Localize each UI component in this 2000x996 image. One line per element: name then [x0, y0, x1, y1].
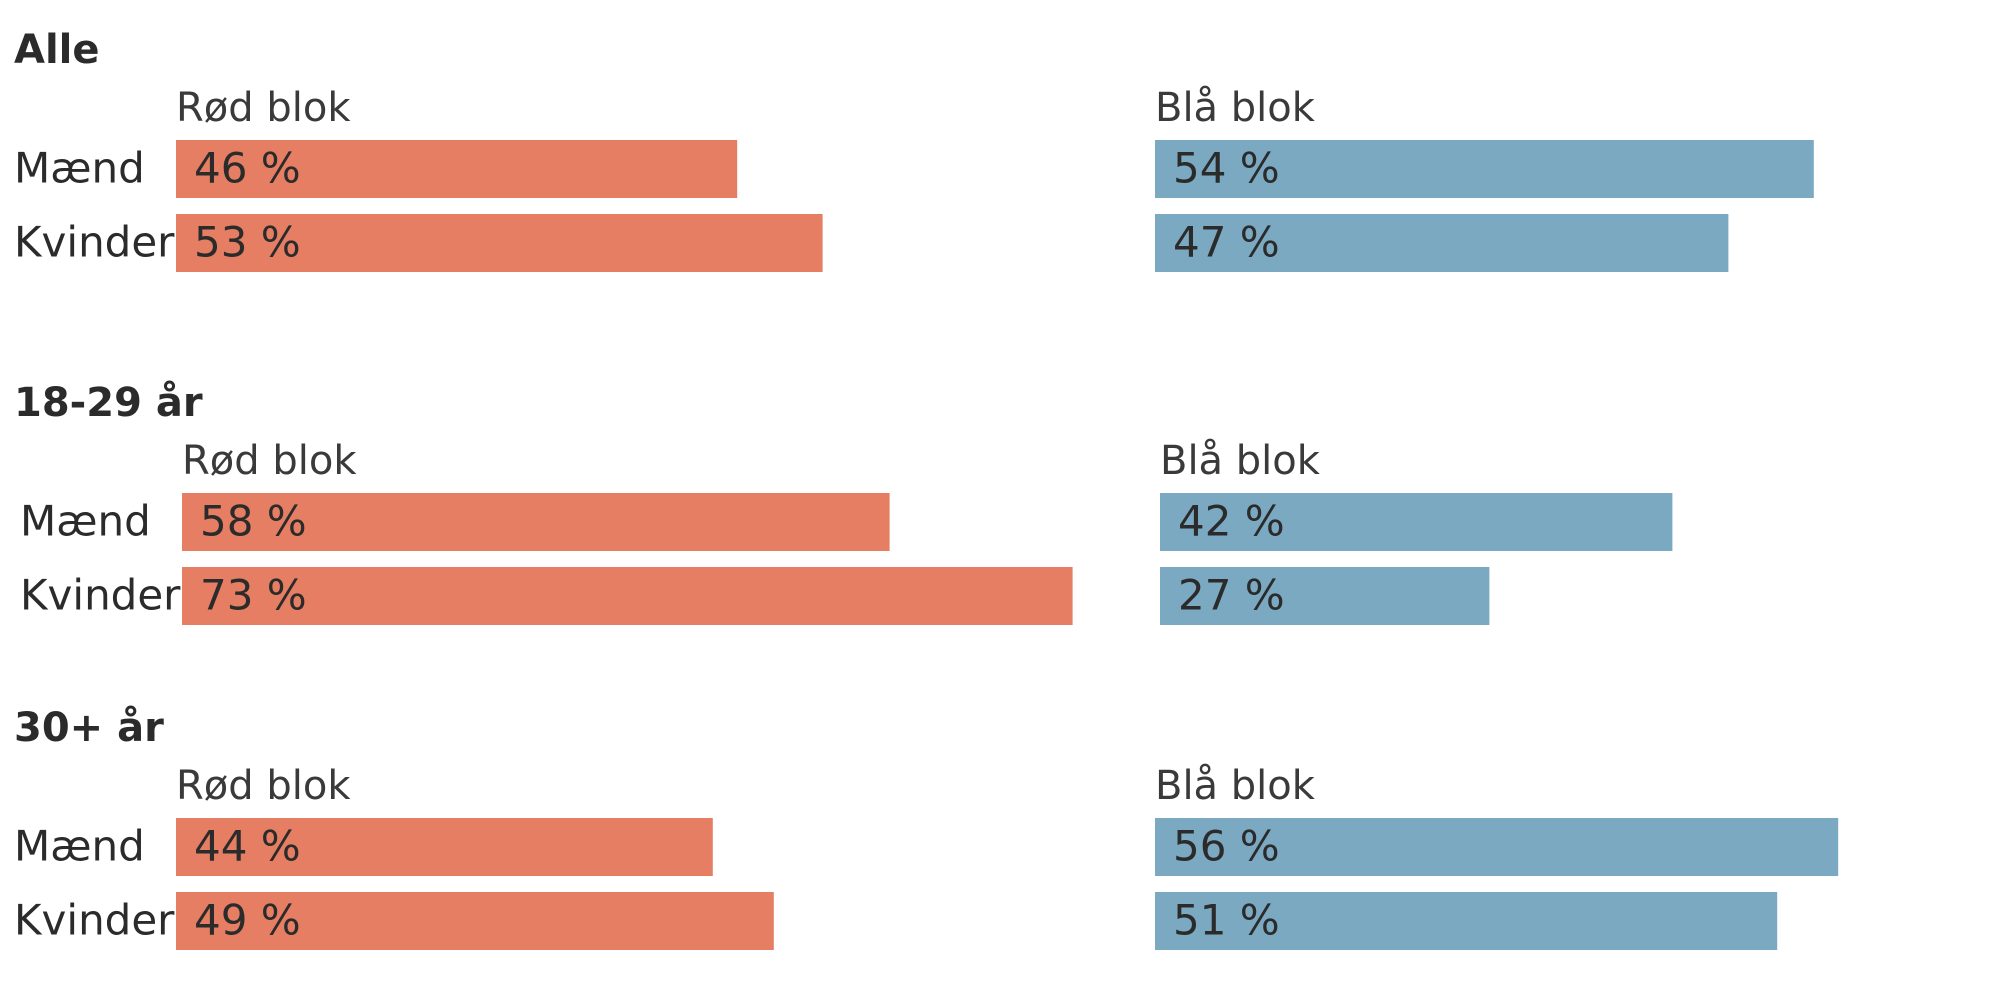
red-value-label: 44 %: [194, 822, 301, 871]
blue-value-label: 51 %: [1173, 896, 1280, 945]
blue-bar: [1155, 214, 1729, 272]
red-bar: [176, 140, 738, 198]
red-bar: [176, 214, 823, 272]
blue-block-label: Blå blok: [1160, 438, 1321, 484]
group-title: 18-29 år: [14, 379, 203, 426]
group-title: Alle: [14, 27, 100, 73]
blue-bar: [1155, 892, 1778, 950]
red-value-label: 53 %: [194, 218, 301, 267]
row-label: Mænd: [14, 822, 145, 871]
blue-bar: [1160, 567, 1490, 625]
blue-bar: [1160, 493, 1673, 551]
red-bar: [182, 567, 1073, 625]
red-bar: [176, 892, 774, 950]
row-label: Kvinder: [20, 571, 181, 620]
red-block-label: Rød blok: [176, 763, 351, 809]
row-label: Mænd: [14, 144, 145, 193]
red-value-label: 73 %: [200, 571, 307, 620]
blue-value-label: 56 %: [1173, 822, 1280, 871]
red-value-label: 46 %: [194, 144, 301, 193]
row-label: Mænd: [20, 497, 151, 546]
red-bar: [176, 818, 713, 876]
blue-value-label: 42 %: [1178, 497, 1285, 546]
red-value-label: 58 %: [200, 497, 307, 546]
group-title: 30+ år: [14, 704, 164, 751]
red-value-label: 49 %: [194, 896, 301, 945]
row-label: Kvinder: [14, 218, 175, 267]
blue-value-label: 47 %: [1173, 218, 1280, 267]
blue-value-label: 27 %: [1178, 571, 1285, 620]
blue-block-label: Blå blok: [1155, 85, 1316, 131]
blue-bar: [1155, 140, 1814, 198]
red-block-label: Rød blok: [182, 438, 357, 484]
blue-block-label: Blå blok: [1155, 763, 1316, 809]
blue-value-label: 54 %: [1173, 144, 1280, 193]
blue-bar: [1155, 818, 1839, 876]
red-bar: [182, 493, 890, 551]
row-label: Kvinder: [14, 896, 175, 945]
red-block-label: Rød blok: [176, 85, 351, 131]
